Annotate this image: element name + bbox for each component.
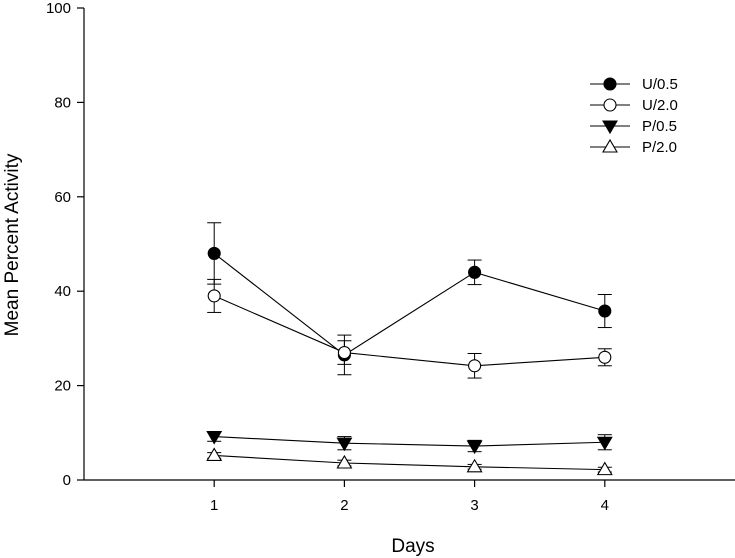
legend-label: P/0.5 bbox=[642, 118, 677, 135]
x-axis-label: Days bbox=[391, 536, 434, 557]
series-p-0-5 bbox=[206, 431, 613, 455]
axes: 0 20 40 60 80 100 1 2 3 4 bbox=[46, 0, 735, 514]
y-tick-label: 60 bbox=[54, 189, 71, 206]
legend-label: P/2.0 bbox=[642, 139, 677, 156]
y-tick-label: 100 bbox=[46, 0, 71, 17]
legend-marker bbox=[603, 77, 617, 91]
series-line bbox=[214, 436, 605, 447]
x-tick-label: 1 bbox=[210, 497, 218, 514]
legend-item: U/0.5 bbox=[590, 76, 678, 93]
data-point bbox=[206, 431, 223, 445]
y-axis-label: Mean Percent Activity bbox=[2, 153, 23, 336]
y-tick-label: 40 bbox=[54, 283, 71, 300]
y-tick-label: 20 bbox=[54, 378, 71, 395]
data-point bbox=[596, 461, 613, 476]
legend-label: U/2.0 bbox=[642, 97, 678, 114]
x-tick-label: 2 bbox=[340, 497, 348, 514]
y-tick-label: 80 bbox=[54, 94, 71, 111]
data-point bbox=[337, 346, 351, 360]
series-line bbox=[213, 295, 605, 367]
series-p-2-0 bbox=[206, 447, 613, 476]
legend-marker bbox=[603, 98, 617, 112]
series-line bbox=[214, 454, 605, 471]
data-point bbox=[466, 440, 483, 455]
data-point bbox=[468, 359, 482, 373]
legend-label: U/0.5 bbox=[642, 76, 678, 93]
legend-item: P/2.0 bbox=[590, 138, 677, 156]
series-u-2-0 bbox=[207, 278, 612, 379]
legend-item: P/0.5 bbox=[590, 118, 677, 135]
series-line bbox=[213, 253, 605, 356]
data-point bbox=[596, 436, 613, 451]
x-tick-label: 4 bbox=[601, 497, 609, 514]
data-point bbox=[468, 265, 482, 279]
data-point bbox=[336, 454, 353, 469]
series-u-0-5 bbox=[207, 222, 612, 376]
y-tick-label: 0 bbox=[63, 472, 71, 489]
data-point bbox=[206, 447, 223, 462]
legend-marker bbox=[602, 120, 618, 135]
legend-marker bbox=[602, 138, 618, 153]
data-point bbox=[466, 458, 483, 473]
legend-item: U/2.0 bbox=[590, 97, 678, 114]
data-point bbox=[207, 289, 221, 303]
data-point bbox=[336, 437, 353, 452]
data-point bbox=[207, 246, 221, 260]
plot-area bbox=[206, 222, 613, 476]
legend: U/0.5 U/2.0 P/0.5 P/2.0 bbox=[590, 76, 678, 156]
data-point bbox=[598, 304, 612, 318]
x-tick-label: 3 bbox=[470, 497, 478, 514]
data-point bbox=[598, 350, 612, 364]
